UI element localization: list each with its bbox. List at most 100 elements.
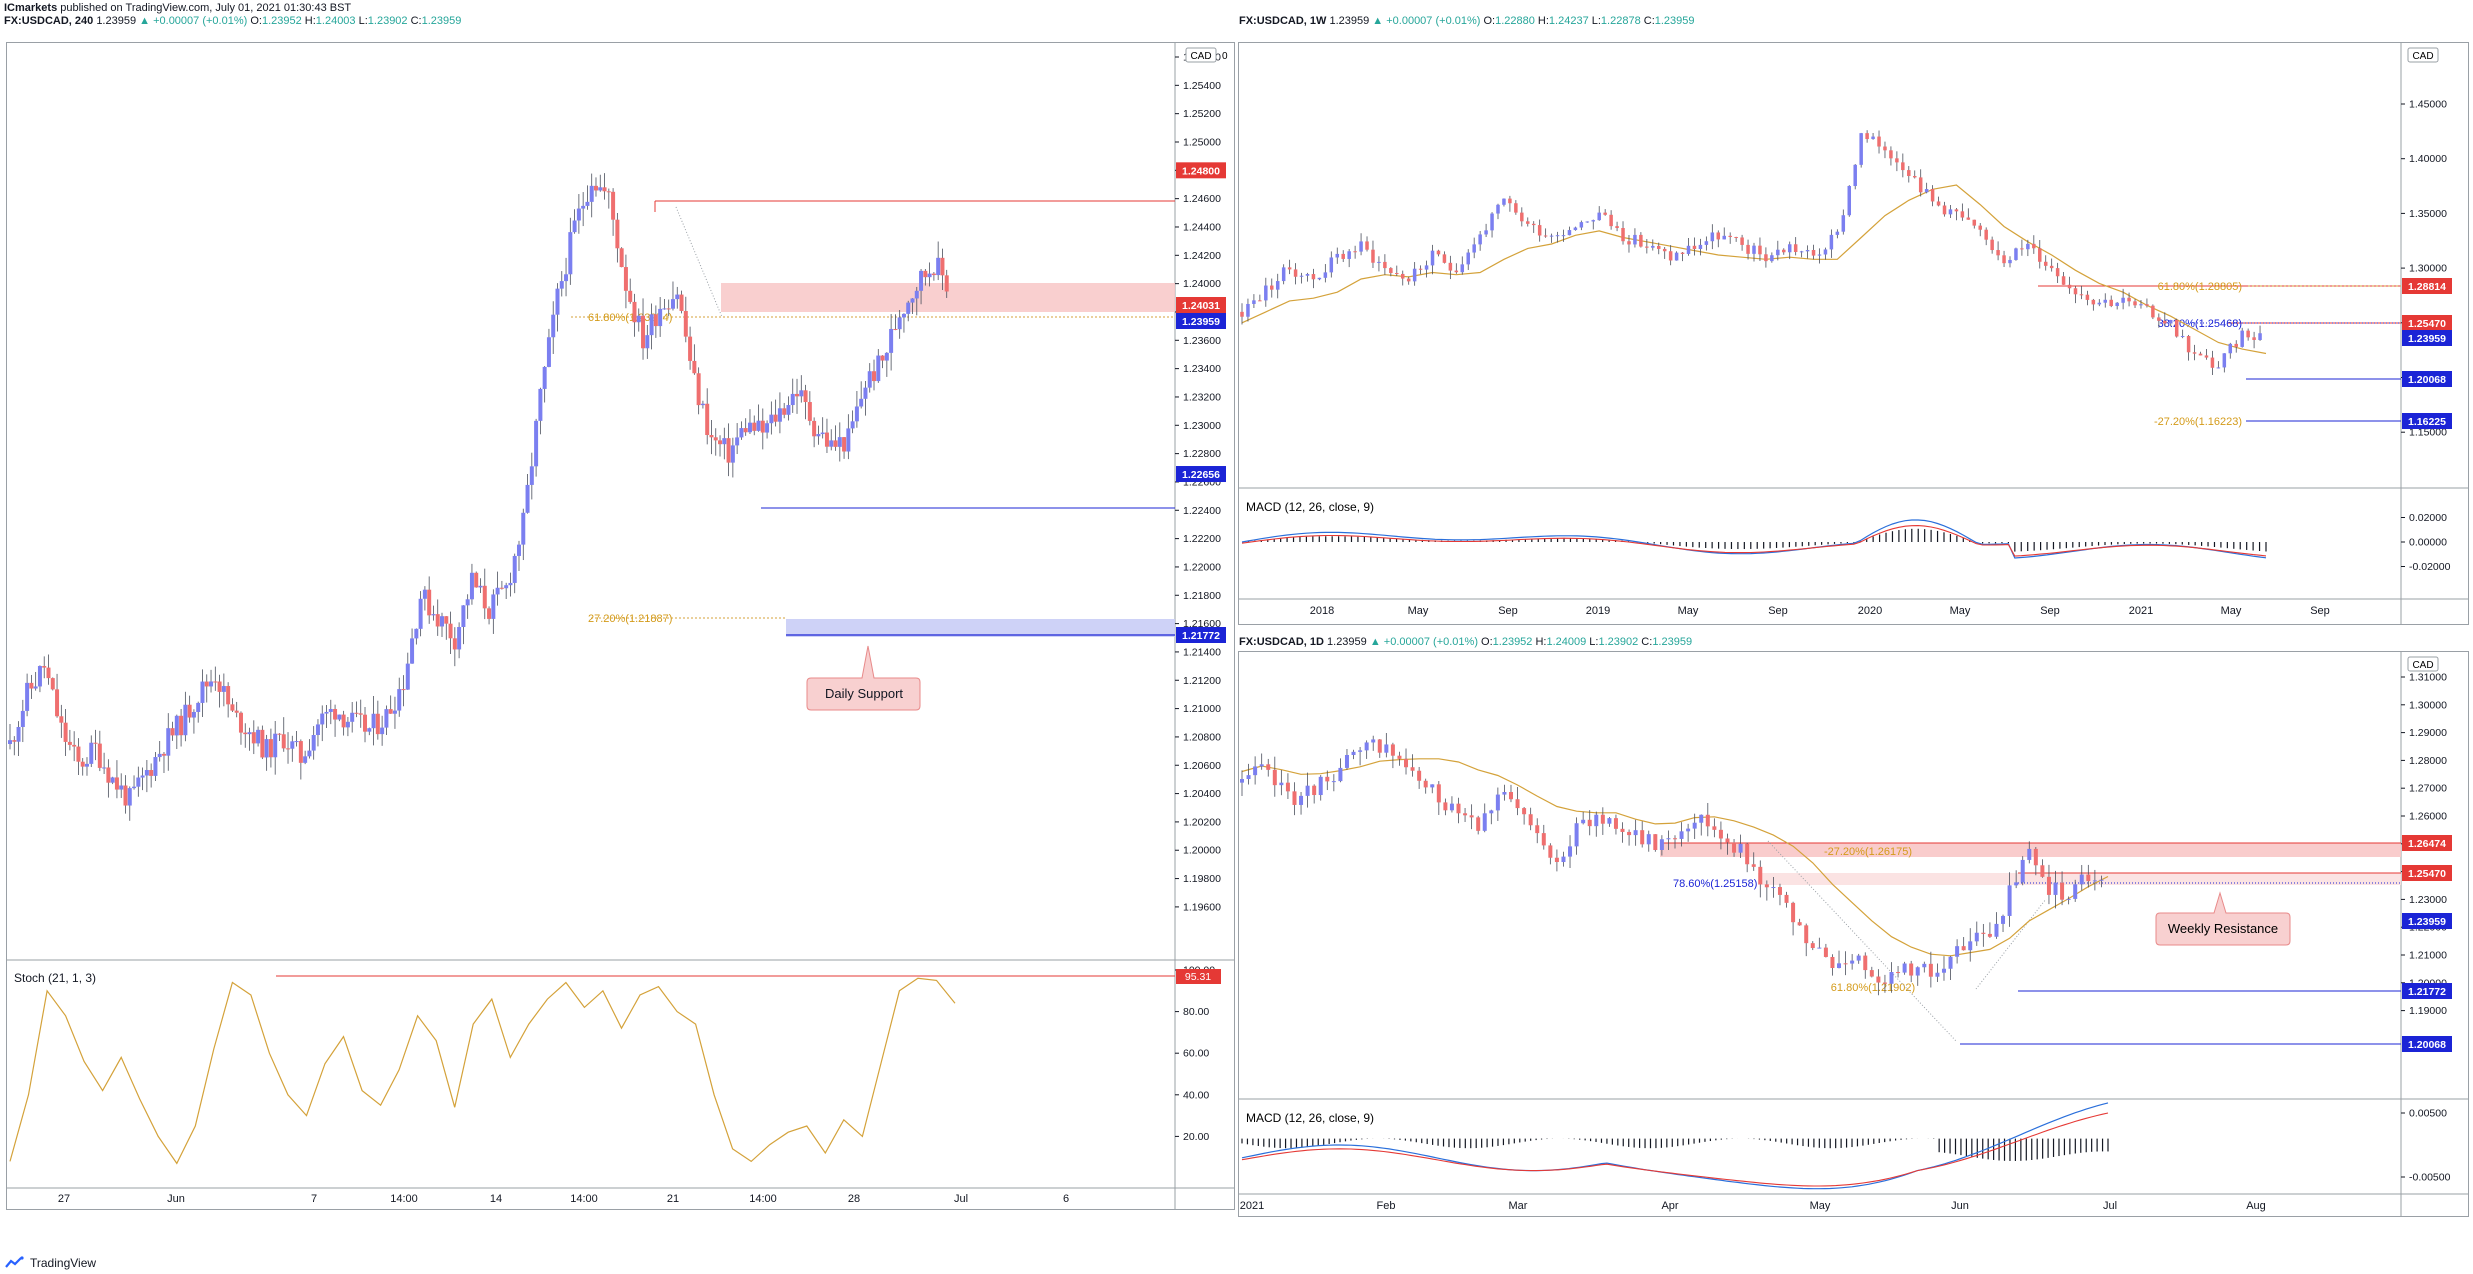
bull-candle (1490, 213, 1494, 231)
published-text: published on TradingView.com, July 01, 2… (57, 2, 352, 14)
currency-badge[interactable] (2407, 656, 2439, 672)
bear-candle (1526, 221, 1530, 224)
bear-candle (807, 402, 812, 421)
bull-candle (1561, 856, 1566, 863)
bear-candle (842, 437, 847, 452)
y-tick-label: 80.00 (1183, 1006, 1209, 1018)
price-axis[interactable]: 1.256001.254001.252001.250001.248001.246… (1175, 52, 1221, 914)
bear-candle (1325, 776, 1330, 782)
y-tick-label: 1.21200 (1183, 675, 1221, 687)
bull-candle (119, 785, 124, 790)
y-tick-label: 1.24400 (1183, 221, 1221, 233)
bull-candle (1384, 744, 1389, 753)
bull-candle (102, 767, 107, 769)
price-axis[interactable]: 1.450001.400001.350001.300001.250001.200… (2401, 99, 2447, 439)
bull-candle (1659, 839, 1664, 850)
x-tick-label: Mar (1509, 1200, 1528, 1212)
x-tick-label: Apr (1661, 1200, 1678, 1212)
price-label-bg (2402, 371, 2452, 387)
bull-candle (1335, 253, 1340, 258)
bull-candle (1318, 776, 1323, 796)
bear-candle (1436, 784, 1441, 803)
bear-candle (1293, 269, 1298, 277)
bull-candle (256, 729, 261, 744)
bear-candle (1791, 902, 1796, 923)
bear-candle (1810, 943, 1815, 949)
weekly-chart[interactable]: 1.450001.400001.350001.300001.250001.200… (1238, 42, 2469, 625)
daily-chart[interactable]: 1.31000 1.30000 1.29000 1.28000 1.27000 1.260… (1238, 651, 2469, 1217)
y-tick-label: 1.20800 (1183, 731, 1221, 743)
indicator-title: Stoch (21, 1, 3) (14, 971, 96, 985)
x-tick-label: Jun (1951, 1200, 1969, 1212)
bull-candle (2027, 848, 2032, 860)
bull-candle (110, 777, 115, 783)
bull-candle (1941, 968, 1946, 973)
bull-candle (576, 208, 581, 221)
bear-candle (602, 187, 607, 192)
bull-candle (273, 733, 278, 758)
time-axis[interactable]: 2018 May Sep 2019 May Sep 2020 May Sep 2021 May Sep (1310, 605, 2330, 617)
bull-candle (440, 616, 445, 627)
bear-candle (204, 681, 209, 687)
bear-candle (2198, 353, 2203, 356)
bear-candle (1990, 239, 1994, 251)
bear-candle (161, 753, 166, 756)
bull-candle (1347, 251, 1351, 259)
bull-candle (1633, 830, 1638, 836)
bull-candle (2180, 336, 2185, 338)
bear-candle (2109, 299, 2113, 307)
daily-support-callout: Daily Support (806, 645, 921, 711)
bear-candle (1463, 813, 1468, 816)
bull-candle (906, 302, 911, 314)
bull-candle (1344, 754, 1349, 768)
bull-candle (1666, 838, 1671, 840)
bull-candle (153, 757, 158, 776)
bear-candle (1423, 780, 1428, 788)
bear-candle (1728, 235, 1732, 238)
y-tick-label: 1.15000 (2409, 427, 2447, 439)
price-label-bg (1176, 313, 1226, 329)
bull-candle (1698, 244, 1703, 249)
bear-candle (1522, 808, 1527, 815)
bear-candle (268, 739, 273, 758)
currency-badge[interactable] (2407, 47, 2439, 63)
x-tick-label: 2021 (1240, 1200, 1264, 1212)
price-label-bg (2402, 413, 2452, 429)
signal-line (1241, 525, 2267, 557)
footer[interactable]: TradingView (4, 1256, 96, 1270)
bear-candle (1240, 311, 1244, 317)
bear-candle (55, 689, 60, 717)
bull-candle (1859, 133, 1863, 165)
y-tick-label: 1.30000 (2409, 699, 2447, 711)
currency-badge[interactable] (1185, 47, 1217, 63)
time-axis[interactable]: 2021 Feb Mar Apr May Jun Jul Aug (1240, 1200, 2266, 1212)
price-label: 1.28814 (2408, 281, 2446, 293)
time-axis[interactable]: 27 Jun 7 14:00 14 14:00 21 14:00 28 Jul 6 (58, 1193, 1069, 1205)
bear-candle (12, 740, 17, 742)
bear-candle (50, 678, 55, 690)
y-tick-label: -0.00500 (2409, 1172, 2451, 1184)
left-chart[interactable]: 1.256001.254001.252001.250001.248001.246… (6, 42, 1235, 1210)
bull-candle (1430, 250, 1435, 266)
bear-candle (29, 682, 34, 689)
bear-candle (1397, 755, 1402, 759)
bear-candle (893, 328, 898, 330)
bear-candle (281, 734, 286, 749)
x-tick-label: Jun (167, 1193, 185, 1205)
bear-candle (2133, 301, 2137, 306)
bear-candle (812, 420, 817, 437)
bull-candle (1478, 234, 1482, 245)
bull-candle (1502, 198, 1506, 205)
bull-candle (1496, 204, 1500, 214)
bull-candle (850, 421, 855, 429)
signal-line (1241, 1112, 2109, 1187)
bull-candle (700, 403, 705, 406)
bull-candle (555, 288, 560, 315)
y-tick-label: 1.25200 (1183, 108, 1221, 120)
bear-candle (1996, 250, 2000, 256)
bull-candle (927, 273, 932, 278)
bear-candle (226, 686, 231, 705)
bear-candle (2046, 876, 2051, 895)
bull-candle (1805, 249, 1810, 252)
bear-candle (1725, 838, 1730, 843)
